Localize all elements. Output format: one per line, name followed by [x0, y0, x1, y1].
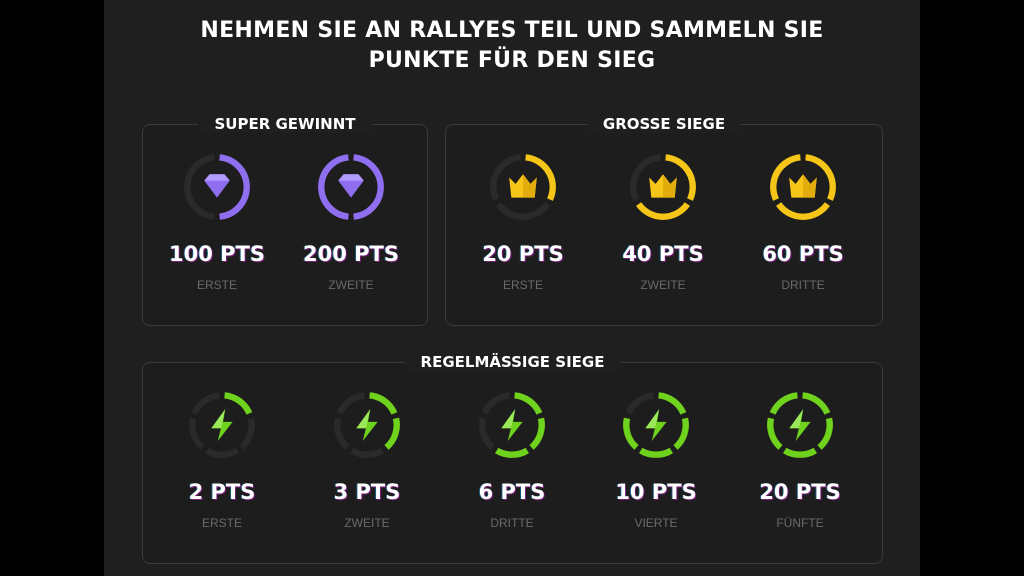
lightning-icon [334, 392, 400, 458]
super-wins-heading: SUPER GEWINNT [143, 114, 427, 134]
crown-icon [490, 154, 556, 220]
points-value: 40 PTS [622, 242, 704, 266]
crown-icon [630, 154, 696, 220]
rank-label: DRITTE [490, 516, 534, 530]
crown-icon [770, 154, 836, 220]
super-reward-item: 200 PTS ZWEITE [286, 153, 416, 293]
points-value: 6 PTS [478, 480, 546, 504]
regular-reward-item: 6 PTS DRITTE [447, 391, 577, 531]
lightning-icon [479, 392, 545, 458]
rank-label: ERSTE [196, 278, 237, 292]
title-line-2: PUNKTE FÜR DEN SIEG [368, 48, 656, 73]
rally-info-panel: NEHMEN SIE AN RALLYES TEIL UND SAMMELN S… [104, 0, 920, 576]
rank-label: ZWEITE [344, 516, 390, 530]
big-wins-heading: GROSSE SIEGE [446, 114, 882, 134]
super-reward-item: 100 PTS ERSTE [152, 153, 282, 293]
big-reward-item: 20 PTS ERSTE [458, 153, 588, 293]
regular-reward-item: 20 PTS FÜNFTE [735, 391, 865, 531]
diamond-icon [318, 154, 384, 220]
big-reward-item: 40 PTS ZWEITE [598, 153, 728, 293]
points-value: 200 PTS [303, 242, 399, 266]
points-value: 60 PTS [762, 242, 844, 266]
super-wins-card: SUPER GEWINNT 100 PTS ERSTE 200 PTS ZWEITE [142, 115, 428, 326]
rank-label: VIERTE [634, 516, 678, 530]
page-title: NEHMEN SIE AN RALLYES TEIL UND SAMMELN S… [104, 16, 920, 76]
title-line-1: NEHMEN SIE AN RALLYES TEIL UND SAMMELN S… [200, 18, 824, 43]
rank-label: DRITTE [781, 278, 825, 292]
lightning-icon [767, 392, 833, 458]
points-value: 10 PTS [615, 480, 697, 504]
big-wins-card: GROSSE SIEGE 20 PTS ERSTE 40 PTS ZWEITE 60 P… [445, 115, 883, 326]
rank-label: ZWEITE [328, 278, 374, 292]
regular-reward-item: 2 PTS ERSTE [157, 391, 287, 531]
rank-label: ZWEITE [640, 278, 686, 292]
regular-wins-card: REGELMÄSSIGE SIEGE 2 PTS ERSTE 3 PTS ZWEITE… [142, 353, 883, 564]
big-reward-item: 60 PTS DRITTE [738, 153, 868, 293]
rank-label: ERSTE [201, 516, 242, 530]
points-value: 20 PTS [759, 480, 841, 504]
lightning-icon [623, 392, 689, 458]
points-value: 20 PTS [482, 242, 564, 266]
diamond-icon [184, 154, 250, 220]
rank-label: FÜNFTE [776, 516, 824, 530]
regular-wins-heading: REGELMÄSSIGE SIEGE [143, 352, 882, 372]
points-value: 3 PTS [333, 480, 401, 504]
regular-reward-item: 3 PTS ZWEITE [302, 391, 432, 531]
points-value: 100 PTS [169, 242, 265, 266]
regular-reward-item: 10 PTS VIERTE [591, 391, 721, 531]
lightning-icon [189, 392, 255, 458]
rank-label: ERSTE [502, 278, 543, 292]
points-value: 2 PTS [188, 480, 256, 504]
